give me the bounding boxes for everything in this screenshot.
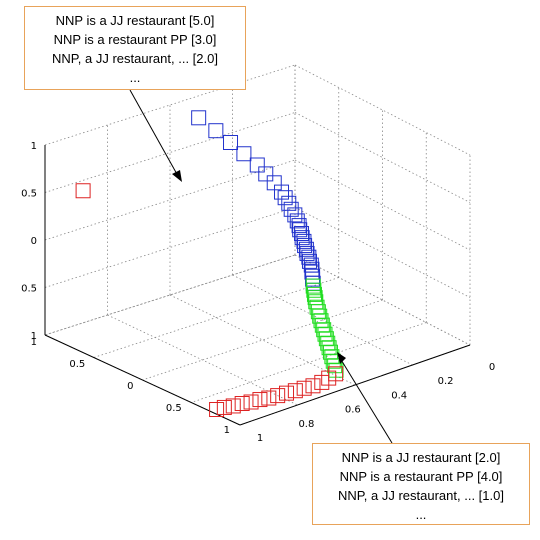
annotation-line: NNP is a restaurant PP [4.0] <box>339 469 503 484</box>
y-tick-label: 0.5 <box>69 359 85 370</box>
grid-line <box>294 112 471 203</box>
data-point-marker <box>316 322 332 338</box>
data-point-marker <box>294 230 310 246</box>
grid-line <box>294 207 471 298</box>
data-point-marker <box>301 253 317 269</box>
x-tick-label: 0.2 <box>438 376 454 387</box>
annotation-line: ... <box>415 507 427 522</box>
annotation-line: NNP, a JJ restaurant, ... [2.0] <box>52 51 218 66</box>
grid-line <box>93 277 339 358</box>
data-markers <box>75 110 344 417</box>
data-point-marker <box>301 249 317 265</box>
annotation-box-bottom: NNP is a JJ restaurant [2.0] NNP is a re… <box>312 443 530 525</box>
annotation-line: NNP, a JJ restaurant, ... [1.0] <box>338 488 504 503</box>
grid-line <box>294 64 471 156</box>
annotation-line: NNP is a restaurant PP [3.0] <box>53 32 217 47</box>
z-tick-label: 0.5 <box>21 284 37 295</box>
data-point-marker <box>249 157 265 173</box>
z-tick-label: 1 <box>31 141 37 152</box>
data-point-marker <box>234 396 250 411</box>
z-tick-label: 0 <box>31 236 37 247</box>
data-point-marker <box>296 233 312 249</box>
data-point-marker <box>298 241 314 257</box>
data-point-marker <box>223 135 239 150</box>
y-tick-label: 1 <box>224 425 230 436</box>
data-point-marker <box>305 278 321 294</box>
data-point-marker <box>321 340 337 356</box>
annotation-line: ... <box>129 70 141 85</box>
grid-line <box>294 254 471 346</box>
data-point-marker <box>327 358 343 374</box>
z-tick-label: 0.5 <box>21 189 37 200</box>
data-point-marker <box>292 222 308 238</box>
data-point-marker <box>261 390 277 406</box>
data-point-marker <box>305 378 321 394</box>
data-point-marker <box>216 399 232 415</box>
data-point-marker <box>191 110 207 126</box>
data-point-marker <box>252 392 268 408</box>
annotation-arrowhead-bottom <box>337 352 346 364</box>
data-point-marker <box>75 183 91 199</box>
annotation-arrow-bottom <box>339 357 393 444</box>
data-point-marker <box>297 238 313 254</box>
grid-line <box>294 159 471 251</box>
data-point-marker <box>243 394 259 410</box>
annotation-arrow-top <box>129 89 179 177</box>
annotation-line: NNP is a JJ restaurant [2.0] <box>341 450 501 465</box>
grid-line <box>191 322 427 403</box>
grid-line <box>44 112 296 193</box>
annotation-box-top: NNP is a JJ restaurant [5.0] NNP is a re… <box>24 6 246 90</box>
data-point-marker <box>287 207 303 223</box>
data-point-marker <box>209 402 225 417</box>
data-point-marker <box>258 166 274 182</box>
data-point-marker <box>317 326 333 342</box>
x-tick-label: 1 <box>257 433 263 444</box>
data-point-marker <box>296 380 312 396</box>
data-point-marker <box>270 388 286 404</box>
data-point-marker <box>318 331 334 347</box>
y-tick-label: 0.5 <box>166 403 182 414</box>
grid-line <box>107 314 298 406</box>
grid-line <box>44 207 296 288</box>
annotation-arrows <box>129 89 393 444</box>
data-point-marker <box>277 190 293 206</box>
data-point-marker <box>225 398 241 414</box>
y-tick-label: 1 <box>31 337 37 348</box>
data-point-marker <box>281 195 297 211</box>
data-point-marker <box>314 374 330 390</box>
x-tick-label: 0.8 <box>298 419 314 430</box>
x-tick-label: 0.4 <box>391 390 407 401</box>
data-point-marker <box>289 213 305 229</box>
data-point-marker <box>287 383 303 399</box>
data-point-marker <box>322 344 338 360</box>
y-tick-label: 0 <box>127 381 133 392</box>
grid-line <box>232 274 413 366</box>
data-point-marker <box>236 146 252 162</box>
grid-lines <box>44 64 471 426</box>
data-point-marker <box>291 218 307 234</box>
x-tick-label: 0.6 <box>345 405 361 416</box>
data-point-marker <box>208 123 224 139</box>
z-tick-label: 1 <box>31 331 37 342</box>
data-point-marker <box>283 201 299 217</box>
data-point-marker <box>320 335 336 351</box>
annotation-arrowhead-top <box>172 170 182 182</box>
data-point-marker <box>279 385 295 401</box>
x-tick-label: 0 <box>489 362 495 373</box>
axis-line <box>239 344 471 426</box>
axis-line <box>44 334 241 426</box>
annotation-line: NNP is a JJ restaurant [5.0] <box>55 13 215 28</box>
data-point-marker <box>299 245 315 261</box>
data-point-marker <box>294 226 310 241</box>
